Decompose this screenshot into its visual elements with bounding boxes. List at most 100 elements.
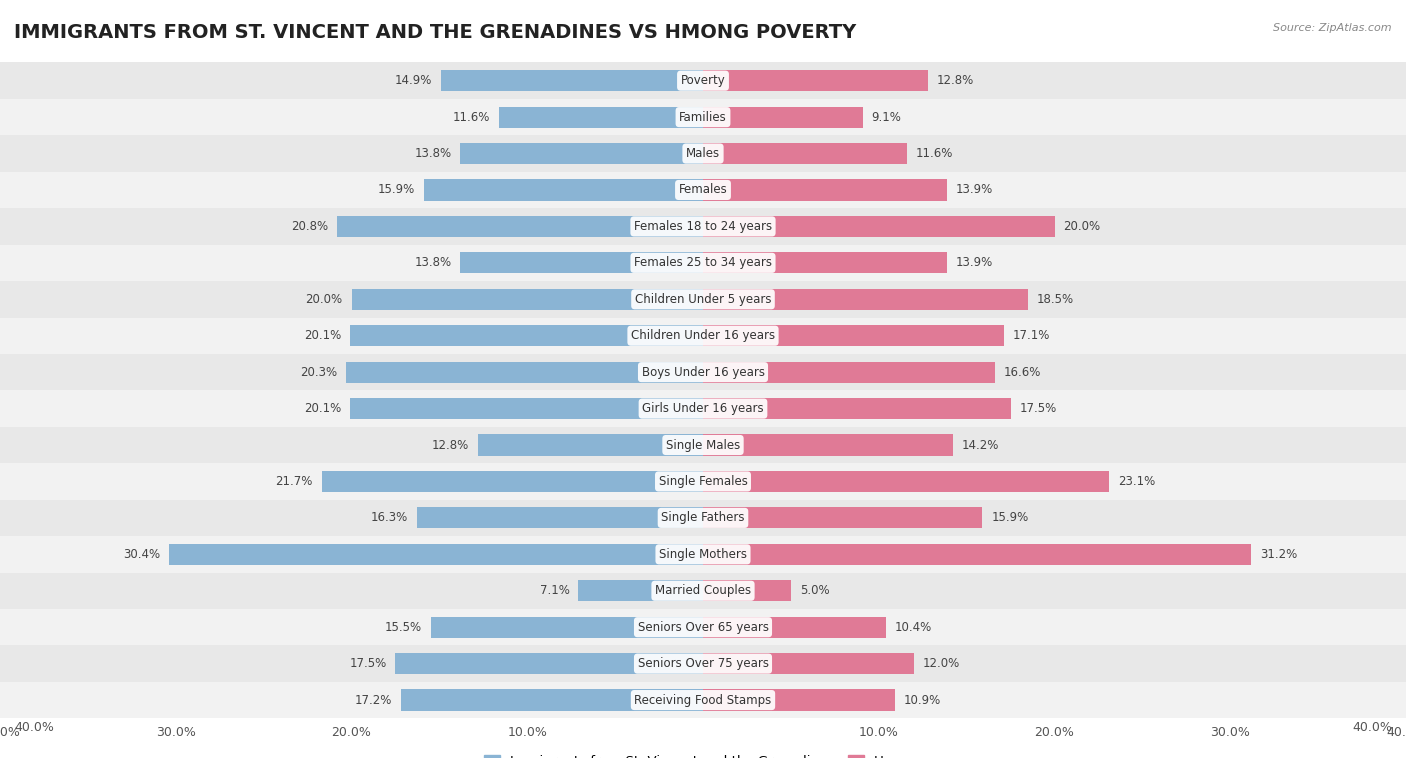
Text: Married Couples: Married Couples [655,584,751,597]
Text: 20.3%: 20.3% [301,365,337,379]
Text: Single Fathers: Single Fathers [661,512,745,525]
Text: 16.6%: 16.6% [1004,365,1040,379]
Text: Source: ZipAtlas.com: Source: ZipAtlas.com [1274,23,1392,33]
Text: Families: Families [679,111,727,124]
Text: 12.8%: 12.8% [936,74,974,87]
Text: 11.6%: 11.6% [453,111,491,124]
Text: Receiving Food Stamps: Receiving Food Stamps [634,694,772,706]
Bar [703,252,948,274]
Bar [703,398,1011,419]
Text: 13.8%: 13.8% [415,147,451,160]
Bar [703,690,894,711]
Bar [703,216,1054,237]
Bar [0,136,1406,172]
Bar [703,289,1028,310]
Bar [0,62,1406,99]
Legend: Immigrants from St. Vincent and the Grenadines, Hmong: Immigrants from St. Vincent and the Gren… [478,749,928,758]
Bar [0,318,1406,354]
Text: 11.6%: 11.6% [915,147,953,160]
Bar [578,580,703,601]
Bar [703,434,953,456]
Bar [703,580,790,601]
Text: Boys Under 16 years: Boys Under 16 years [641,365,765,379]
Bar [703,107,863,127]
Bar [169,543,703,565]
Text: 15.9%: 15.9% [991,512,1028,525]
Text: 13.9%: 13.9% [956,256,993,269]
Bar [430,616,703,637]
Text: 21.7%: 21.7% [276,475,314,488]
Bar [0,500,1406,536]
Bar [0,390,1406,427]
Text: 31.2%: 31.2% [1260,548,1298,561]
Text: 17.2%: 17.2% [354,694,392,706]
Bar [0,208,1406,245]
Bar [461,143,703,164]
Text: 15.5%: 15.5% [385,621,422,634]
Bar [0,609,1406,645]
Bar [703,616,886,637]
Text: 17.5%: 17.5% [350,657,387,670]
Text: Single Males: Single Males [666,439,740,452]
Text: 20.0%: 20.0% [305,293,343,305]
Text: 23.1%: 23.1% [1118,475,1154,488]
Text: 12.8%: 12.8% [432,439,470,452]
Text: 13.8%: 13.8% [415,256,451,269]
Bar [0,572,1406,609]
Text: 10.4%: 10.4% [894,621,932,634]
Text: Females 18 to 24 years: Females 18 to 24 years [634,220,772,233]
Bar [352,289,703,310]
Bar [337,216,703,237]
Bar [350,325,703,346]
Bar [416,507,703,528]
Text: 5.0%: 5.0% [800,584,830,597]
Bar [703,362,995,383]
Bar [0,281,1406,318]
Bar [499,107,703,127]
Bar [0,172,1406,208]
Text: 17.5%: 17.5% [1019,402,1056,415]
Text: Poverty: Poverty [681,74,725,87]
Bar [350,398,703,419]
Bar [0,536,1406,572]
Bar [346,362,703,383]
Text: Females: Females [679,183,727,196]
Bar [703,180,948,201]
Text: 20.1%: 20.1% [304,329,340,342]
Text: 9.1%: 9.1% [872,111,901,124]
Bar [0,99,1406,136]
Text: 20.1%: 20.1% [304,402,340,415]
Bar [0,645,1406,682]
Text: IMMIGRANTS FROM ST. VINCENT AND THE GRENADINES VS HMONG POVERTY: IMMIGRANTS FROM ST. VINCENT AND THE GREN… [14,23,856,42]
Bar [703,507,983,528]
Text: Seniors Over 65 years: Seniors Over 65 years [637,621,769,634]
Text: Females 25 to 34 years: Females 25 to 34 years [634,256,772,269]
Bar [703,70,928,91]
Text: 12.0%: 12.0% [922,657,960,670]
Bar [395,653,703,674]
Text: 20.8%: 20.8% [291,220,329,233]
Text: 15.9%: 15.9% [378,183,415,196]
Text: Girls Under 16 years: Girls Under 16 years [643,402,763,415]
Bar [401,690,703,711]
Text: 20.0%: 20.0% [1063,220,1101,233]
Bar [478,434,703,456]
Text: Single Females: Single Females [658,475,748,488]
Text: 30.4%: 30.4% [122,548,160,561]
Bar [703,543,1251,565]
Bar [322,471,703,492]
Text: 7.1%: 7.1% [540,584,569,597]
Bar [0,245,1406,281]
Text: 40.0%: 40.0% [1353,721,1392,735]
Bar [441,70,703,91]
Bar [423,180,703,201]
Text: 18.5%: 18.5% [1038,293,1074,305]
Text: Single Mothers: Single Mothers [659,548,747,561]
Bar [703,653,914,674]
Bar [703,325,1004,346]
Bar [703,471,1109,492]
Bar [0,427,1406,463]
Bar [0,682,1406,719]
Text: 13.9%: 13.9% [956,183,993,196]
Text: 10.9%: 10.9% [904,694,941,706]
